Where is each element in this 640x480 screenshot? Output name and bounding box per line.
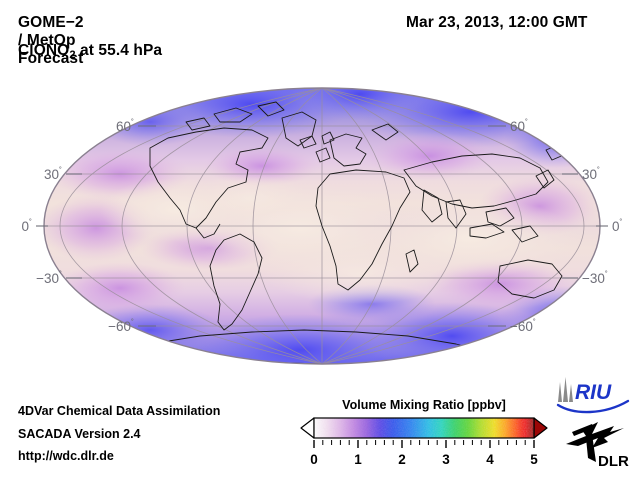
logos-svg: RIU DLR	[556, 377, 630, 470]
mollweide-map-svg: 60˚ 30˚ 0˚ −30˚ −60˚ 60˚ 30˚ 0˚	[21, 87, 623, 365]
colorbar: Volume Mixing Ratio [ppbv] 0 1 2 3 4 5	[300, 398, 548, 468]
lat-label-right-minus30: −30˚	[582, 270, 608, 286]
lat-label-left-60: 60˚	[116, 118, 134, 134]
colorbar-tick-labels: 0 1 2 3 4 5	[310, 452, 538, 467]
lat-tick-marks	[36, 125, 608, 327]
lat-label-right-minus60: −60˚	[510, 318, 536, 334]
colorbar-low-cap	[300, 417, 315, 439]
riu-logo: RIU	[556, 377, 630, 414]
lat-label-right-30: 30˚	[582, 166, 600, 182]
colorbar-svg: 0 1 2 3 4 5	[300, 417, 548, 467]
species-formula-subscript: 2	[69, 49, 76, 62]
logo-group: RIU DLR	[552, 372, 638, 472]
colorbar-title: Volume Mixing Ratio [ppbv]	[342, 398, 506, 412]
credits-block: 4DVar Chemical Data Assimilation SACADA …	[18, 400, 220, 468]
credits-line-2: SACADA Version 2.4	[18, 426, 141, 441]
world-map: 60˚ 30˚ 0˚ −30˚ −60˚ 60˚ 30˚ 0˚	[0, 78, 640, 378]
lat-label-left-minus60: −60˚	[108, 318, 134, 334]
lat-label-right-0: 0˚	[612, 218, 623, 234]
colorbar-tick-label-5: 5	[530, 452, 538, 467]
dlr-logo: DLR	[566, 422, 629, 470]
colorbar-frame	[313, 417, 535, 439]
species-formula-base: ClONO	[18, 42, 70, 59]
riu-skyline-icon	[558, 377, 573, 402]
species-pressure-level: at 55.4 hPa	[75, 42, 163, 59]
credits-line-3: http://wdc.dlr.de	[18, 449, 114, 463]
colorbar-tick-label-4: 4	[486, 452, 494, 467]
riu-wordmark: RIU	[575, 381, 612, 404]
colorbar-ticks	[313, 440, 535, 448]
colorbar-gradient	[314, 418, 534, 438]
title-line-1: GOME−2 / MetOp Forecast	[18, 14, 84, 67]
dlr-mark-icon	[566, 422, 624, 462]
date-stamp: Mar 23, 2013, 12:00 GMT	[406, 14, 588, 31]
lat-label-right-60: 60˚	[510, 118, 528, 134]
credits-line-1: 4DVar Chemical Data Assimilation	[18, 404, 221, 418]
riu-swoosh-icon	[556, 399, 630, 414]
dlr-wordmark: DLR	[598, 453, 629, 470]
title-line-2: ClONO2 at 55.4 hPa	[18, 42, 162, 61]
colorbar-tick-label-3: 3	[442, 452, 450, 467]
latitude-labels: 60˚ 30˚ 0˚ −30˚ −60˚ 60˚ 30˚ 0˚	[21, 118, 622, 334]
lat-label-left-0: 0˚	[21, 218, 32, 234]
lat-label-left-30: 30˚	[44, 166, 62, 182]
lat-label-left-minus30: −30˚	[36, 270, 62, 286]
colorbar-tick-label-1: 1	[354, 452, 362, 467]
colorbar-tick-label-0: 0	[310, 452, 318, 467]
colorbar-tick-label-2: 2	[398, 452, 406, 467]
colorbar-high-cap	[533, 417, 548, 439]
